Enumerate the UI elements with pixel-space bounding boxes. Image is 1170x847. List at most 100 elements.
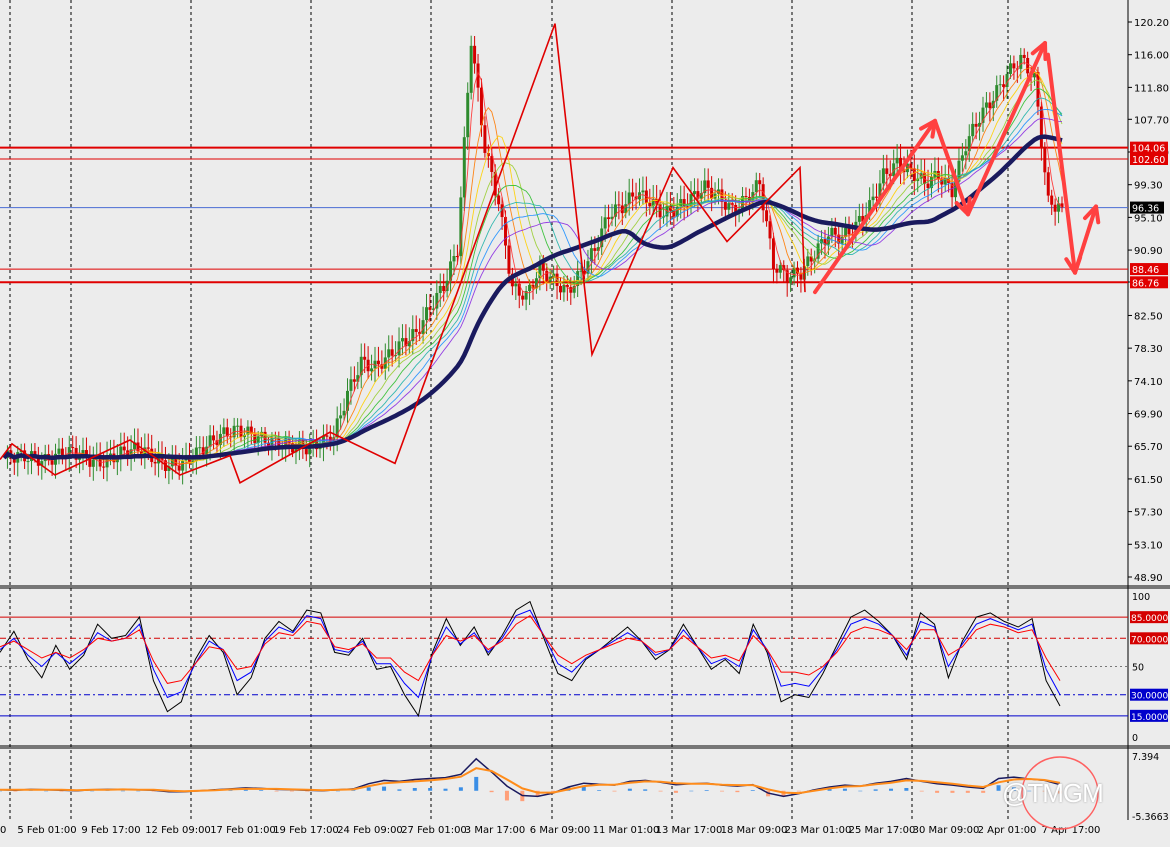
ma-ribbon-line (3, 62, 1063, 466)
price-tick-label: 120.20 (1134, 18, 1169, 29)
macd-histogram-bar (597, 790, 602, 791)
candle-body (861, 215, 865, 222)
candle-body (177, 465, 181, 471)
price-tick-label: 95.10 (1134, 213, 1163, 224)
candle-body (411, 329, 415, 342)
candle-body (455, 256, 459, 258)
candle-body (648, 202, 652, 207)
price-tick-label: 74.10 (1134, 377, 1163, 388)
price-tick-label: 48.90 (1134, 573, 1163, 584)
candle-body (562, 285, 566, 293)
candle-body (833, 227, 837, 235)
candle-body (758, 180, 762, 185)
macd-histogram-bar (658, 790, 663, 792)
candle-body (583, 270, 587, 274)
candle-body (613, 204, 617, 217)
candle-body (33, 451, 37, 456)
time-tick-label: 12 Feb 09:00 (145, 825, 211, 836)
candle-body (541, 261, 545, 271)
candle-body (823, 239, 827, 245)
candle-body (139, 451, 143, 455)
macd-histogram-bar (90, 790, 95, 792)
candle-body (569, 287, 573, 293)
candle-body (558, 285, 562, 293)
candle-body (988, 102, 992, 109)
candle-body (146, 447, 150, 449)
candle-body (789, 277, 793, 284)
stoch-level-label: 30.0000 (1131, 692, 1168, 702)
candle-body (531, 284, 535, 289)
candle-body (346, 390, 350, 411)
candle-body (655, 199, 659, 204)
candle-body (153, 461, 157, 464)
candle-body (847, 227, 851, 235)
candle-body (881, 168, 885, 184)
candle-body (71, 447, 75, 449)
macd-histogram-bar (59, 790, 64, 792)
price-tick-label: 99.30 (1134, 181, 1163, 192)
stoch-series-line (0, 615, 1061, 684)
candle-body (909, 163, 913, 169)
price-tick-label: 78.30 (1134, 344, 1163, 355)
macd-histogram-bar (412, 787, 417, 791)
candle-body (710, 187, 714, 199)
candle-body (325, 435, 329, 437)
candle-body (730, 203, 734, 205)
candle-body (765, 210, 769, 222)
candle-body (675, 206, 679, 217)
stoch-tick-label: 50 (1132, 663, 1144, 674)
macd-histogram-bar (13, 790, 18, 792)
candle-body (1057, 203, 1061, 212)
time-tick-label: 23 Mar 01:00 (785, 825, 852, 836)
candle-body (376, 360, 380, 365)
candle-body (418, 331, 422, 334)
candle-body (74, 447, 78, 460)
candle-body (964, 151, 968, 156)
arrow-up (813, 118, 937, 295)
candle-body (438, 285, 442, 293)
candle-body (940, 179, 944, 185)
time-tick-label: 7 Apr 17:00 (1042, 825, 1101, 836)
macd-histogram-bar (796, 790, 801, 792)
stoch-level-label: 70.0000 (1131, 635, 1168, 645)
macd-histogram-bar (827, 788, 832, 791)
macd-histogram-bar (873, 789, 878, 791)
level-label-bg (1130, 263, 1168, 276)
candle-body (1033, 71, 1037, 78)
candle-body (486, 152, 490, 157)
candle-body (12, 458, 16, 463)
candle-body (122, 446, 126, 451)
candle-body (912, 168, 916, 182)
candle-body (404, 338, 408, 347)
candle-body (36, 455, 40, 466)
candle-body (696, 191, 700, 199)
candle-body (387, 349, 391, 358)
candle-body (198, 447, 202, 449)
macd-histogram-bar (382, 786, 387, 791)
price-tick-label: 107.70 (1134, 115, 1169, 126)
time-tick-label: 00 (0, 825, 6, 836)
candle-body (734, 204, 738, 213)
candle-body (181, 460, 185, 471)
candle-body (490, 156, 494, 172)
candle-body (497, 195, 501, 205)
stoch-level-label-bg (1130, 688, 1168, 701)
candle-body (428, 307, 432, 310)
candle-body (222, 427, 226, 434)
macd-histogram-bar (750, 790, 755, 791)
candle-body (596, 247, 600, 251)
candle-body (703, 180, 707, 194)
candle-body (878, 183, 882, 198)
candle-body (514, 283, 518, 287)
candle-body (672, 210, 676, 217)
ma-thick-line (2, 134, 1063, 461)
candle-body (754, 180, 758, 193)
candle-body (425, 307, 429, 321)
candle-body (349, 379, 353, 391)
candle-body (868, 200, 872, 216)
candle-body (449, 261, 453, 281)
time-tick-label: 9 Feb 17:00 (81, 825, 140, 836)
candle-body (620, 205, 624, 214)
